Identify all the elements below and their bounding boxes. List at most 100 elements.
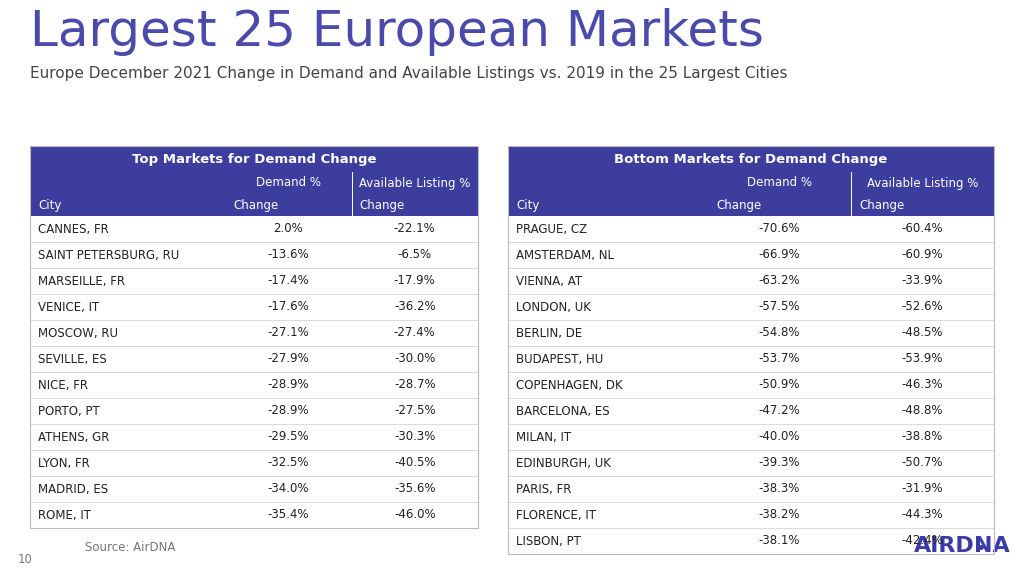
Text: 10: 10: [18, 553, 33, 566]
Text: -47.2%: -47.2%: [759, 404, 801, 418]
Text: VIENNA, AT: VIENNA, AT: [516, 275, 582, 287]
Text: -48.5%: -48.5%: [902, 327, 943, 339]
Text: Largest 25 European Markets: Largest 25 European Markets: [30, 8, 764, 56]
Text: -34.0%: -34.0%: [267, 483, 309, 495]
Text: -33.9%: -33.9%: [902, 275, 943, 287]
Text: -28.9%: -28.9%: [267, 378, 309, 392]
Text: -50.7%: -50.7%: [902, 457, 943, 469]
Text: -27.9%: -27.9%: [267, 353, 309, 366]
Text: -36.2%: -36.2%: [394, 301, 435, 313]
Text: CANNES, FR: CANNES, FR: [38, 222, 109, 236]
Text: -30.0%: -30.0%: [394, 353, 435, 366]
Text: -60.4%: -60.4%: [902, 222, 943, 236]
Text: ROME, IT: ROME, IT: [38, 509, 91, 521]
Text: Change: Change: [859, 199, 904, 211]
Text: Source: AirDNA: Source: AirDNA: [85, 541, 175, 554]
Text: -54.8%: -54.8%: [759, 327, 800, 339]
Text: AMSTERDAM, NL: AMSTERDAM, NL: [516, 248, 614, 262]
Bar: [30, 146, 478, 172]
Text: -39.3%: -39.3%: [759, 457, 800, 469]
Text: -27.4%: -27.4%: [394, 327, 435, 339]
Text: -52.6%: -52.6%: [902, 301, 943, 313]
Text: BERLIN, DE: BERLIN, DE: [516, 327, 583, 339]
Bar: [508, 172, 994, 194]
Text: -63.2%: -63.2%: [759, 275, 801, 287]
Text: LONDON, UK: LONDON, UK: [516, 301, 591, 313]
Text: Change: Change: [716, 199, 761, 211]
Text: -50.9%: -50.9%: [759, 378, 800, 392]
Bar: [30, 172, 478, 194]
Text: -70.6%: -70.6%: [759, 222, 801, 236]
Text: MADRID, ES: MADRID, ES: [38, 483, 109, 495]
Text: -60.9%: -60.9%: [902, 248, 943, 262]
Text: -66.9%: -66.9%: [759, 248, 801, 262]
Text: AIRD: AIRD: [914, 536, 975, 556]
Text: Top Markets for Demand Change: Top Markets for Demand Change: [132, 153, 376, 165]
Text: Available Listing %: Available Listing %: [359, 176, 470, 190]
Text: -6.5%: -6.5%: [397, 248, 432, 262]
Text: Bottom Markets for Demand Change: Bottom Markets for Demand Change: [614, 153, 888, 165]
Text: City: City: [38, 199, 61, 211]
Text: NA: NA: [974, 536, 1010, 556]
Bar: [30, 146, 478, 528]
Text: -38.8%: -38.8%: [902, 430, 943, 444]
Text: Change: Change: [359, 199, 404, 211]
Text: Available Listing %: Available Listing %: [866, 176, 978, 190]
Text: -32.5%: -32.5%: [267, 457, 309, 469]
Text: -53.7%: -53.7%: [759, 353, 800, 366]
Text: MARSEILLE, FR: MARSEILLE, FR: [38, 275, 125, 287]
Text: -38.3%: -38.3%: [759, 483, 800, 495]
Text: -31.9%: -31.9%: [902, 483, 943, 495]
Text: -13.6%: -13.6%: [267, 248, 309, 262]
Text: -22.1%: -22.1%: [394, 222, 435, 236]
Text: -53.9%: -53.9%: [902, 353, 943, 366]
Text: COPENHAGEN, DK: COPENHAGEN, DK: [516, 378, 623, 392]
Text: -48.8%: -48.8%: [902, 404, 943, 418]
Text: -35.4%: -35.4%: [267, 509, 309, 521]
Text: LISBON, PT: LISBON, PT: [516, 535, 581, 548]
Text: -28.9%: -28.9%: [267, 404, 309, 418]
Text: SAINT PETERSBURG, RU: SAINT PETERSBURG, RU: [38, 248, 179, 262]
Text: -28.7%: -28.7%: [394, 378, 435, 392]
Text: VENICE, IT: VENICE, IT: [38, 301, 99, 313]
Text: -38.2%: -38.2%: [759, 509, 800, 521]
Text: EDINBURGH, UK: EDINBURGH, UK: [516, 457, 611, 469]
Text: Demand %: Demand %: [256, 176, 321, 190]
Bar: [508, 146, 994, 172]
Text: Demand %: Demand %: [746, 176, 812, 190]
Text: -17.6%: -17.6%: [267, 301, 309, 313]
Bar: [30, 194, 478, 216]
Text: MILAN, IT: MILAN, IT: [516, 430, 571, 444]
Text: -30.3%: -30.3%: [394, 430, 435, 444]
Text: City: City: [516, 199, 540, 211]
Text: -57.5%: -57.5%: [759, 301, 800, 313]
Text: -40.5%: -40.5%: [394, 457, 435, 469]
Text: -46.0%: -46.0%: [394, 509, 435, 521]
Text: BUDAPEST, HU: BUDAPEST, HU: [516, 353, 603, 366]
Text: PRAGUE, CZ: PRAGUE, CZ: [516, 222, 587, 236]
Text: MOSCOW, RU: MOSCOW, RU: [38, 327, 118, 339]
Text: PARIS, FR: PARIS, FR: [516, 483, 571, 495]
Text: -27.5%: -27.5%: [394, 404, 435, 418]
Text: SEVILLE, ES: SEVILLE, ES: [38, 353, 106, 366]
Text: -17.9%: -17.9%: [394, 275, 435, 287]
Text: LYON, FR: LYON, FR: [38, 457, 90, 469]
Text: -38.1%: -38.1%: [759, 535, 800, 548]
Text: -27.1%: -27.1%: [267, 327, 309, 339]
Text: 2.0%: 2.0%: [273, 222, 303, 236]
Text: Change: Change: [233, 199, 279, 211]
Text: NICE, FR: NICE, FR: [38, 378, 88, 392]
Text: FLORENCE, IT: FLORENCE, IT: [516, 509, 596, 521]
Text: -46.3%: -46.3%: [902, 378, 943, 392]
Text: -40.0%: -40.0%: [759, 430, 800, 444]
Text: -44.3%: -44.3%: [902, 509, 943, 521]
Text: -29.5%: -29.5%: [267, 430, 309, 444]
Text: -35.6%: -35.6%: [394, 483, 435, 495]
Text: Europe December 2021 Change in Demand and Available Listings vs. 2019 in the 25 : Europe December 2021 Change in Demand an…: [30, 66, 787, 81]
Text: •: •: [977, 542, 986, 556]
Text: BARCELONA, ES: BARCELONA, ES: [516, 404, 609, 418]
Text: ATHENS, GR: ATHENS, GR: [38, 430, 110, 444]
Bar: [508, 194, 994, 216]
Bar: [508, 146, 994, 554]
Text: PORTO, PT: PORTO, PT: [38, 404, 99, 418]
